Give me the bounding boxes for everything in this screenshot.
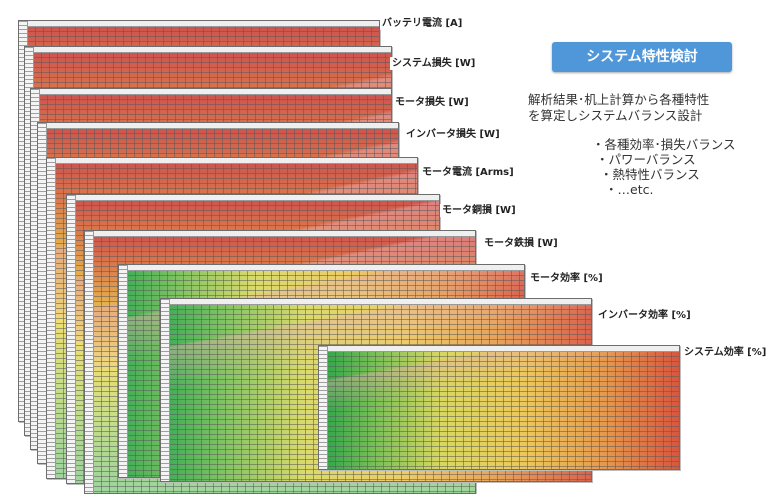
sheet-header-row — [67, 195, 439, 201]
sheet-label: モータ電流 [Arms] — [420, 166, 516, 179]
sheet-label: モータ銅損 [W] — [440, 204, 518, 217]
sheet-label: インバータ効率 [%] — [596, 309, 693, 322]
description-line: を算定しシステムバランス設計 — [528, 108, 703, 123]
sheet-axis-column — [85, 231, 94, 493]
sheet-header-row — [119, 265, 524, 271]
sheet-label: インバータ損失 [W] — [404, 128, 502, 141]
sheet-header-row — [85, 231, 475, 237]
sheet-axis-column — [47, 158, 56, 478]
sheet-axis-column — [67, 195, 76, 483]
sheet-grid — [319, 346, 679, 469]
sheet-system-efficiency — [318, 345, 680, 470]
sheet-header-row — [161, 299, 591, 305]
sheet-label: モータ損失 [W] — [393, 96, 471, 109]
bullet-item: ・各種効率･損失バランス — [592, 137, 736, 152]
sheet-label: モータ効率 [%] — [528, 272, 605, 285]
sheet-header-row — [19, 21, 379, 27]
sheet-header-row — [31, 89, 391, 95]
sheet-header-row — [47, 158, 417, 164]
title-badge: システム特性検討 — [552, 42, 732, 72]
sheet-header-row — [25, 47, 391, 53]
sheet-label: バッテリ電流 [A] — [380, 17, 465, 30]
bullet-item: ・パワーバランス — [596, 152, 696, 167]
bullet-item: ・熱特性バランス — [600, 167, 700, 182]
bullet-list: ・各種効率･損失バランス ・パワーバランス ・熱特性バランス ・…etc. — [592, 137, 736, 197]
sheet-stack: バッテリ電流 [A] システム損失 [W] モータ損失 [W] インバータ損失 … — [18, 17, 769, 494]
sheet-header-row — [319, 346, 679, 352]
sheet-label: システム効率 [%] — [682, 346, 769, 359]
sheet-axis-column — [119, 265, 128, 477]
sheet-axis-column — [161, 299, 170, 481]
sheet-header-row — [38, 123, 398, 129]
sheet-label: システム損失 [W] — [390, 57, 478, 70]
sheet-label: モータ鉄損 [W] — [482, 237, 560, 250]
sheet-axis-column — [319, 346, 328, 469]
description-line: 解析結果･机上計算から各種特性 — [528, 92, 710, 107]
description: 解析結果･机上計算から各種特性 を算定しシステムバランス設計 — [528, 92, 773, 124]
bullet-item: ・…etc. — [605, 182, 654, 197]
